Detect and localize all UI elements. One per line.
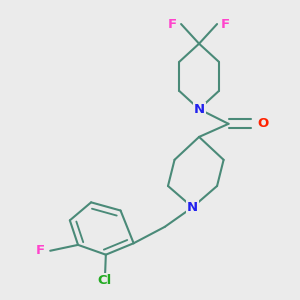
Text: N: N <box>187 201 198 214</box>
Text: F: F <box>221 17 230 31</box>
Text: N: N <box>194 103 205 116</box>
Text: O: O <box>257 117 268 130</box>
Text: Cl: Cl <box>98 274 112 287</box>
Text: F: F <box>36 244 45 257</box>
Text: F: F <box>168 17 177 31</box>
